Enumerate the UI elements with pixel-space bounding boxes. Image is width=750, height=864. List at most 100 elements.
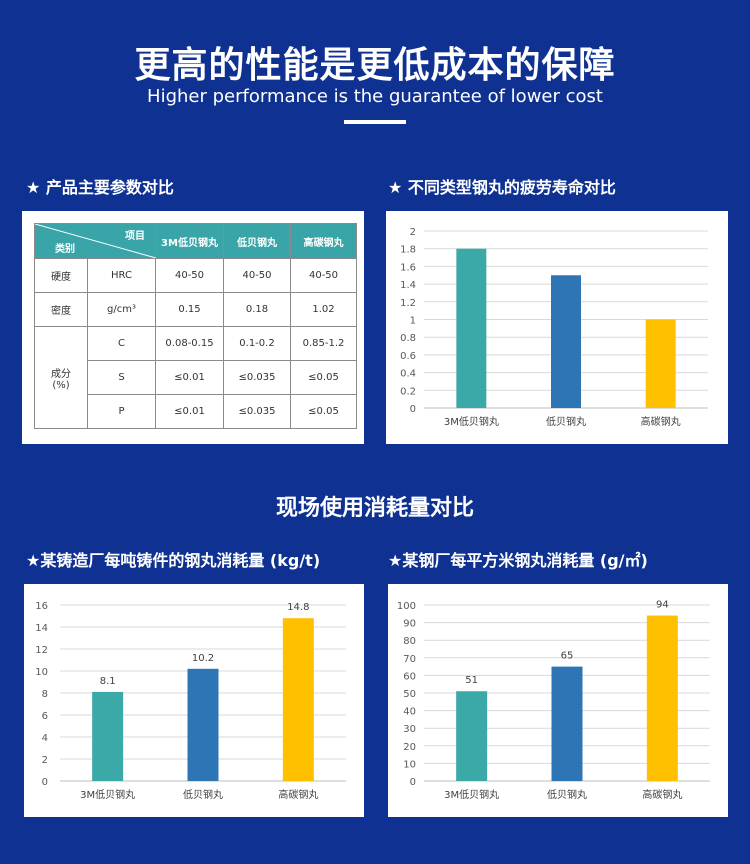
table-cell: 40-50 xyxy=(290,258,357,293)
foundry-chart: 0 2 4 6 8 10 12 14 16 8.1 3M低贝钢丸 10.2 低贝钢丸 14.8 高碳钢丸 xyxy=(35,601,346,801)
bar xyxy=(92,691,124,781)
y-tick-label: 0.8 xyxy=(400,333,416,344)
bar xyxy=(551,666,583,781)
y-tick-label: 90 xyxy=(403,619,416,630)
params-section-title: ★ 产品主要参数对比 xyxy=(26,178,174,197)
y-tick-label: 2 xyxy=(42,755,48,766)
y-tick-label: 10 xyxy=(403,759,416,770)
data-label: 8.1 xyxy=(100,676,116,687)
y-tick-label: 1.6 xyxy=(400,262,416,273)
row-group-label: 硬度 xyxy=(34,258,88,293)
table-corner-header: 项目 类别 xyxy=(34,223,156,259)
y-tick-label: 16 xyxy=(35,601,48,612)
header-item-label: 项目 xyxy=(125,231,145,242)
table-cell: 0.08-0.15 xyxy=(155,326,224,361)
table-cell: 0.85-1.2 xyxy=(290,326,357,361)
bar xyxy=(551,275,581,408)
y-tick-label: 70 xyxy=(403,654,416,665)
y-tick-label: 0.6 xyxy=(400,351,416,362)
page-title: 更高的性能是更低成本的保障 xyxy=(134,45,616,86)
row-item-label: P xyxy=(87,394,156,429)
table-row: P ≤0.01 ≤0.035 ≤0.05 xyxy=(35,394,357,429)
table-row: 成分 (%) C 0.08-0.15 0.1-0.2 0.85-1.2 xyxy=(34,326,357,429)
y-tick-label: 50 xyxy=(403,689,416,700)
data-label: 14.8 xyxy=(287,602,309,613)
table-column-header: 低贝钢丸 xyxy=(223,223,291,259)
y-tick-label: 0.2 xyxy=(400,386,416,397)
table-cell: 40-50 xyxy=(155,258,224,293)
y-tick-label: 12 xyxy=(35,645,48,656)
table-column-header: 高碳钢丸 xyxy=(290,223,357,259)
x-tick-label: 3M低贝钢丸 xyxy=(444,415,499,428)
x-tick-label: 3M低贝钢丸 xyxy=(444,788,499,801)
x-tick-label: 高碳钢丸 xyxy=(642,788,682,801)
bar xyxy=(456,691,488,781)
x-tick-label: 低贝钢丸 xyxy=(546,415,586,428)
x-tick-label: 低贝钢丸 xyxy=(183,788,223,801)
title-underline xyxy=(344,120,406,124)
table-cell: ≤0.01 xyxy=(155,360,224,395)
y-tick-label: 0.4 xyxy=(400,369,416,380)
y-tick-label: 60 xyxy=(403,671,416,682)
table-column-header: 3M低贝钢丸 xyxy=(155,223,224,259)
row-item-label: g/cm³ xyxy=(87,292,156,327)
corner-diagonal xyxy=(35,224,156,258)
table-cell: ≤0.05 xyxy=(290,360,357,395)
table-cell: ≤0.035 xyxy=(223,360,291,395)
page-subtitle: Higher performance is the guarantee of l… xyxy=(147,86,603,107)
y-tick-label: 6 xyxy=(42,711,48,722)
params-table: 项目 类别 3M低贝钢丸 低贝钢丸 高碳钢丸 硬度 HRC 40-50 40-5… xyxy=(34,223,357,429)
y-tick-label: 0 xyxy=(42,777,48,788)
y-tick-label: 2 xyxy=(410,227,416,238)
x-tick-label: 3M低贝钢丸 xyxy=(80,788,135,801)
steel-chart-panel: 0 10 20 30 40 50 60 70 80 90 100 51 3M低贝钢丸 65 低贝钢丸 94 高碳… xyxy=(388,584,728,817)
y-tick-label: 1.4 xyxy=(400,280,416,291)
bar xyxy=(645,319,676,408)
x-tick-label: 低贝钢丸 xyxy=(547,788,587,801)
row-group-label: 密度 xyxy=(34,292,88,327)
y-tick-label: 40 xyxy=(403,707,416,718)
foundry-section-title: ★某铸造厂每吨铸件的钢丸消耗量 (kg/t) xyxy=(26,551,321,570)
y-tick-label: 4 xyxy=(42,733,48,744)
y-tick-label: 0 xyxy=(410,404,416,415)
steel-section-title: ★某钢厂每平方米钢丸消耗量 (g/㎡) xyxy=(388,551,648,570)
fatigue-chart-panel: 0 0.2 0.4 0.6 0.8 1 1.2 1.4 1.6 1.8 2 3M低贝钢丸 低贝钢丸 高碳钢… xyxy=(386,211,728,444)
data-label: 94 xyxy=(656,600,669,611)
table-cell: 0.15 xyxy=(155,292,224,327)
table-row: 硬度 HRC 40-50 40-50 40-50 xyxy=(34,258,357,293)
row-group-label: 成分 (%) xyxy=(34,326,88,429)
data-label: 10.2 xyxy=(192,653,214,664)
y-tick-label: 100 xyxy=(397,601,416,612)
row-item-label: C xyxy=(87,326,156,361)
table-cell: 40-50 xyxy=(223,258,291,293)
y-tick-label: 20 xyxy=(403,742,416,753)
y-tick-label: 14 xyxy=(35,623,48,634)
header-category-label: 类别 xyxy=(55,244,75,255)
y-tick-label: 1.8 xyxy=(400,245,416,256)
table-cell: 0.1-0.2 xyxy=(223,326,291,361)
y-tick-label: 0 xyxy=(410,777,416,788)
bar xyxy=(456,248,487,408)
bar xyxy=(187,668,219,781)
row-item-label: HRC xyxy=(87,258,156,293)
data-label: 65 xyxy=(561,651,574,662)
data-label: 51 xyxy=(465,675,478,686)
y-tick-label: 10 xyxy=(35,667,48,678)
fatigue-section-title: ★ 不同类型钢丸的疲劳寿命对比 xyxy=(388,178,616,197)
steel-chart: 0 10 20 30 40 50 60 70 80 90 100 51 3M低贝钢丸 65 低贝钢丸 94 高碳… xyxy=(397,600,710,801)
x-tick-label: 高碳钢丸 xyxy=(641,415,681,428)
y-tick-label: 1.2 xyxy=(400,298,416,309)
y-tick-label: 30 xyxy=(403,724,416,735)
fatigue-chart: 0 0.2 0.4 0.6 0.8 1 1.2 1.4 1.6 1.8 2 3M低贝钢丸 低贝钢丸 高碳钢… xyxy=(400,227,708,428)
table-header-row: 项目 类别 3M低贝钢丸 低贝钢丸 高碳钢丸 xyxy=(34,223,357,259)
x-tick-label: 高碳钢丸 xyxy=(278,788,318,801)
y-tick-label: 80 xyxy=(403,636,416,647)
table-cell: ≤0.05 xyxy=(290,394,357,429)
row-item-label: S xyxy=(87,360,156,395)
y-tick-label: 1 xyxy=(410,316,416,327)
table-cell: 1.02 xyxy=(290,292,357,327)
y-tick-label: 8 xyxy=(42,689,48,700)
bar xyxy=(282,618,314,781)
params-panel: 项目 类别 3M低贝钢丸 低贝钢丸 高碳钢丸 硬度 HRC 40-50 40-5… xyxy=(22,211,364,444)
bar xyxy=(646,615,678,781)
